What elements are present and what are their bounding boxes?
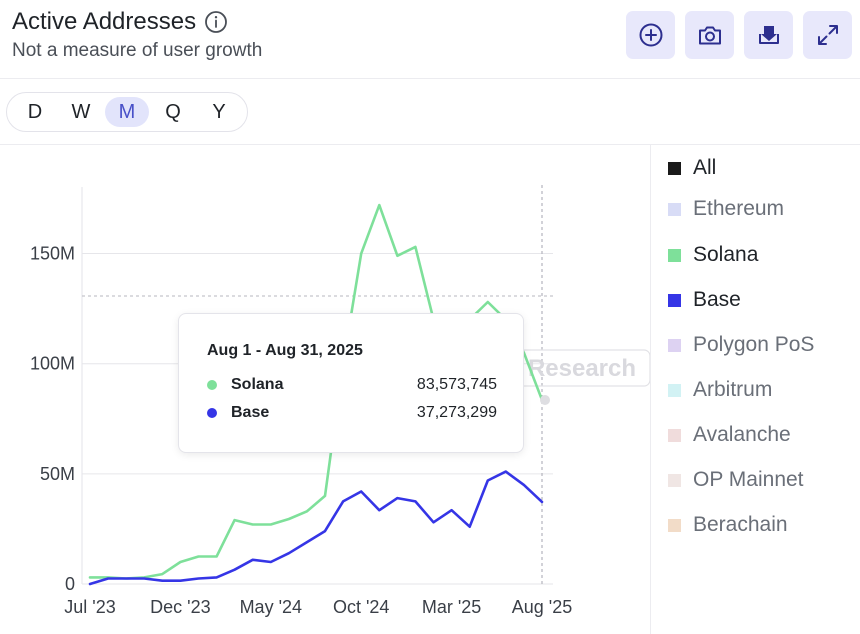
x-tick-label: Mar '25 [422, 597, 481, 617]
legend-label: All [693, 156, 717, 179]
title-row: Active Addresses [12, 8, 228, 36]
chart-subtitle: Not a measure of user growth [12, 40, 263, 61]
legend-swatch [668, 202, 681, 216]
tooltip-row-solana: Solana 83,573,745 [207, 375, 497, 395]
legend-item-berachain[interactable]: Berachain [668, 513, 788, 537]
period-quarter[interactable]: Q [165, 100, 181, 123]
legend-label: Ethereum [693, 197, 785, 220]
period-week[interactable]: W [71, 100, 91, 123]
y-tick-label: 0 [65, 574, 75, 594]
legend-label: Solana [693, 243, 759, 266]
legend-item-base[interactable]: Base [668, 288, 741, 312]
legend-swatch [668, 518, 681, 532]
download-button[interactable] [744, 11, 793, 59]
x-tick-label: Oct '24 [333, 597, 389, 617]
legend-label: Polygon PoS [693, 333, 815, 356]
x-tick-label: Dec '23 [150, 597, 210, 617]
legend-divider [650, 145, 651, 634]
x-tick-label: May '24 [240, 597, 302, 617]
legend-swatch [668, 473, 681, 487]
expand-button[interactable] [803, 11, 852, 59]
legend-swatch [668, 428, 681, 442]
base-dot [207, 408, 217, 418]
tooltip-series-value: 37,273,299 [416, 404, 497, 421]
expand-icon [817, 25, 838, 45]
period-year[interactable]: Y [212, 100, 226, 123]
toolbar [626, 11, 852, 59]
tooltip-series-value: 83,573,745 [416, 376, 497, 393]
legend-label: Berachain [693, 513, 788, 536]
hover-point [540, 395, 550, 405]
watermark-text: Research [528, 355, 636, 382]
x-tick-label: Aug '25 [512, 597, 573, 617]
legend-swatch [668, 338, 681, 352]
y-tick-label: 100M [30, 354, 75, 374]
add-circle-icon [639, 23, 662, 47]
legend-label: OP Mainnet [693, 468, 804, 491]
legend-item-polygon-pos[interactable]: Polygon PoS [668, 333, 814, 357]
y-tick-label: 50M [40, 464, 75, 484]
chart-header: Active Addresses Not a measure of user g… [0, 0, 860, 79]
tooltip-series-name: Base [231, 404, 270, 421]
screenshot-button[interactable] [685, 11, 734, 59]
solana-dot [207, 380, 217, 390]
legend-label: Arbitrum [693, 378, 773, 401]
series-line-base [88, 470, 544, 586]
tooltip-row-base: Base 37,273,299 [207, 403, 497, 423]
legend-label: Avalanche [693, 423, 791, 446]
legend-label: Base [693, 288, 741, 311]
legend-swatch [668, 248, 681, 262]
legend-item-ethereum[interactable]: Ethereum [668, 197, 784, 221]
chart-area[interactable]: 0 50M 100M 150M Jul '23 Dec '23 May '24 Oct '24… [0, 145, 650, 634]
info-icon[interactable] [204, 10, 228, 34]
tooltip-date: Aug 1 - Aug 31, 2025 [207, 342, 363, 359]
legend-swatch [668, 161, 681, 175]
add-button[interactable] [626, 11, 675, 59]
legend-item-solana[interactable]: Solana [668, 243, 758, 267]
legend-item-op-mainnet[interactable]: OP Mainnet [668, 468, 804, 492]
chart-title: Active Addresses [12, 8, 197, 35]
legend-item-all[interactable]: All [668, 156, 716, 180]
legend-swatch [668, 383, 681, 397]
tooltip-series-name: Solana [231, 376, 284, 393]
x-tick-label: Jul '23 [64, 597, 115, 617]
camera-icon [698, 26, 721, 45]
chart-tooltip: Aug 1 - Aug 31, 2025 Solana 83,573,745 B… [178, 313, 524, 453]
download-icon [758, 26, 779, 44]
legend-item-arbitrum[interactable]: Arbitrum [668, 378, 772, 402]
period-day[interactable]: D [27, 100, 43, 123]
period-month[interactable]: M [105, 97, 149, 127]
period-selector: D W M Q Y [6, 92, 248, 132]
line-chart[interactable]: 0 50M 100M 150M Jul '23 Dec '23 May '24 Oct '24… [0, 145, 650, 634]
legend-swatch [668, 293, 681, 307]
header-divider [0, 144, 860, 145]
legend-item-avalanche[interactable]: Avalanche [668, 423, 791, 447]
y-tick-label: 150M [30, 244, 75, 264]
